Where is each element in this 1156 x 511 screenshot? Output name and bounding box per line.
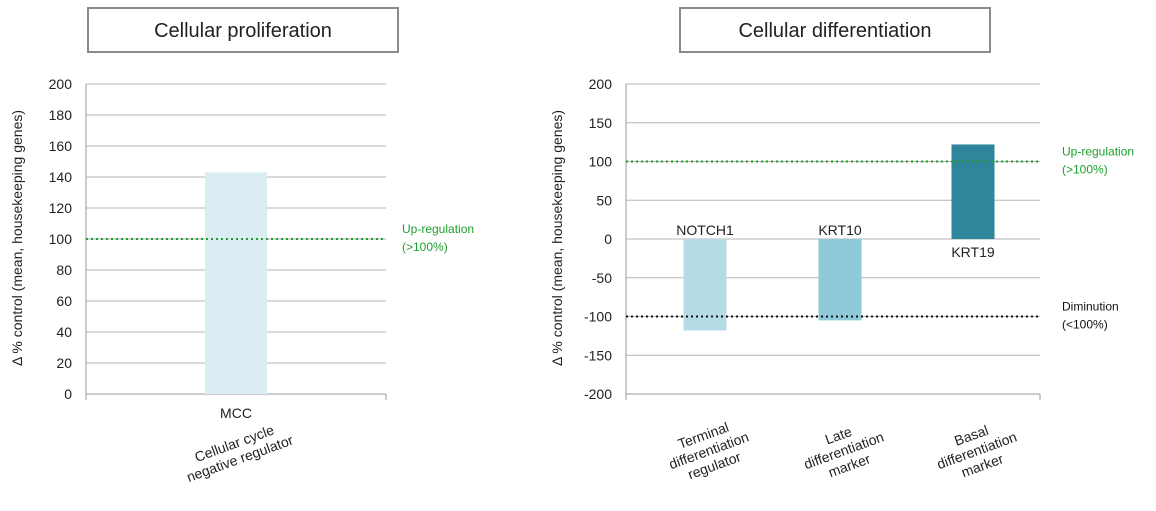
bar-label: KRT10 [818, 222, 862, 238]
differentiation-title-box [679, 7, 991, 53]
proliferation-y-axis-label: Δ % control (mean, housekeeping genes) [9, 110, 25, 366]
bar-label: KRT19 [951, 244, 995, 260]
bar-label: NOTCH1 [676, 222, 734, 238]
reference-label: (>100%) [402, 240, 448, 254]
differentiation-title: Cellular differentiation [738, 20, 931, 42]
bar-notch1 [683, 239, 727, 331]
y-tick-label: -150 [584, 347, 612, 363]
proliferation-reference-lines: Up-regulation (>100%) [86, 222, 474, 254]
differentiation-y-ticks: -200 -150 -100 -50 0 50 100 150 200 [584, 76, 612, 402]
y-tick-label: 40 [56, 324, 72, 340]
reference-label: (<100%) [1062, 318, 1108, 332]
proliferation-bars: MCC [205, 172, 267, 421]
differentiation-y-axis-label: Δ % control (mean, housekeeping genes) [549, 110, 565, 366]
reference-label: Up-regulation [402, 222, 474, 236]
y-tick-label: 80 [56, 262, 72, 278]
y-tick-label: 0 [604, 231, 612, 247]
y-tick-label: 180 [49, 107, 73, 123]
y-tick-label: 0 [64, 386, 72, 402]
proliferation-y-ticks: 0 20 40 60 80 100 120 140 160 180 200 [49, 76, 73, 402]
y-tick-label: 50 [596, 192, 612, 208]
differentiation-bars: NOTCH1 KRT10 KRT19 [676, 144, 995, 331]
proliferation-title: Cellular proliferation [154, 20, 332, 42]
proliferation-title-box [87, 7, 399, 53]
reference-label: (>100%) [1062, 163, 1108, 177]
differentiation-chart: Cellular differentiation Δ % control (me… [549, 7, 1134, 483]
bar-mcc [205, 172, 267, 394]
y-tick-label: 150 [589, 115, 613, 131]
differentiation-reference-lines: Up-regulation (>100%) Diminution (<100%) [626, 145, 1134, 332]
bar-krt19 [951, 144, 995, 239]
y-tick-label: 20 [56, 355, 72, 371]
y-tick-label: 160 [49, 138, 73, 154]
y-tick-label: -100 [584, 309, 612, 325]
reference-label: Diminution [1062, 300, 1119, 314]
y-tick-label: 100 [49, 231, 73, 247]
y-tick-label: 120 [49, 200, 73, 216]
y-tick-label: 60 [56, 293, 72, 309]
y-tick-label: -50 [592, 270, 612, 286]
bar-label: MCC [220, 405, 252, 421]
proliferation-chart: Cellular proliferation Δ % control (mean… [9, 7, 474, 485]
y-tick-label: 200 [49, 76, 73, 92]
y-tick-label: 100 [589, 154, 613, 170]
y-tick-label: 140 [49, 169, 73, 185]
bar-krt10 [818, 239, 862, 321]
reference-label: Up-regulation [1062, 145, 1134, 159]
y-tick-label: -200 [584, 386, 612, 402]
y-tick-label: 200 [589, 76, 613, 92]
